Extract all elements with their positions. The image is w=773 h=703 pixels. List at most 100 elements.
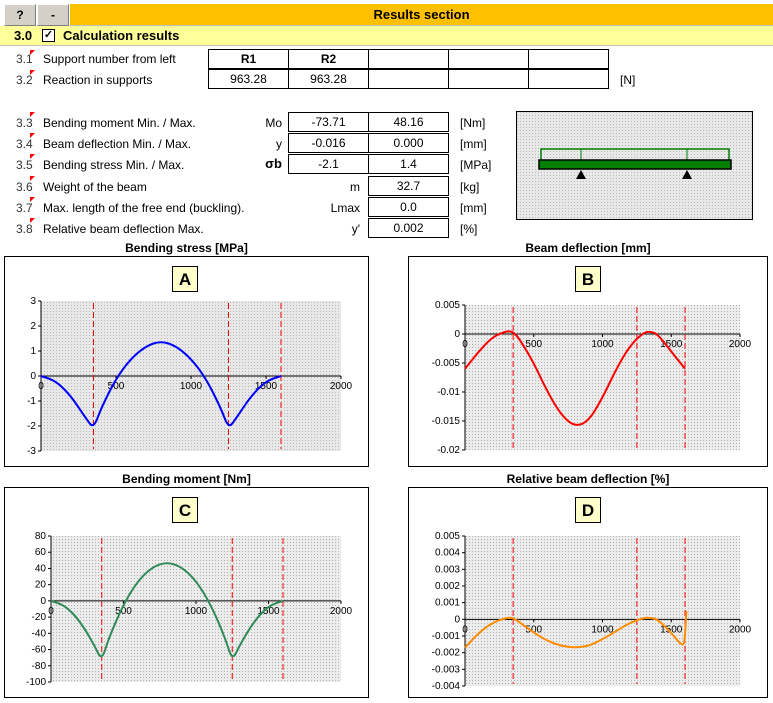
y-tick-label: 1 [30,346,36,357]
x-tick-label: 1000 [180,381,203,392]
row-number: 3.2 [16,73,33,87]
support-number-label: Support number from left [43,52,176,66]
y-tick-label: 2 [30,321,36,332]
row-number: 3.1 [16,52,33,66]
y-tick-label: -0.003 [432,664,461,675]
chart-b-panel: 0.005 0 -0.005 -0.01 -0.015 -0.02 0 500 1000 1500… [408,256,768,467]
x-tick-label: 2000 [330,381,353,392]
y-tick-label: -60 [32,645,47,656]
beam-weight-unit: [kg] [460,180,480,194]
y-tick-label: -40 [32,628,47,639]
reaction-r2-value: 963.28 [288,69,369,89]
comment-marker [30,133,35,138]
y-tick-label: 0 [30,371,36,382]
chart-d-title: Relative beam deflection [%] [506,472,670,486]
section-checkbox[interactable]: ✓ [42,29,55,42]
x-tick-label: 500 [525,339,542,350]
y-tick-label: -0.02 [437,445,460,456]
chart-b-letter: B [575,266,601,292]
x-tick-label: 1000 [591,339,614,350]
y-tick-label: 40 [35,563,47,574]
row-number: 3.4 [16,137,33,151]
y-tick-label: 0.001 [435,598,460,609]
x-tick-label: 500 [525,624,542,635]
y-tick-label: -0.002 [432,648,461,659]
x-tick-label: 0 [462,624,468,635]
x-tick-label: 0 [38,381,44,392]
y-tick-label: 0.005 [435,531,460,542]
relative-deflection-unit: [%] [460,222,478,236]
x-tick-label: 1500 [257,606,280,617]
y-tick-label: -80 [32,661,47,672]
x-tick-label: 1000 [185,606,208,617]
support-r1-icon [576,170,586,179]
moment-series-line [50,562,284,658]
stress-series-line [40,341,282,427]
x-tick-label: 1000 [591,624,614,635]
y-tick-label: 3 [30,296,36,307]
bending-moment-max: 48.16 [368,112,449,132]
row-number: 3.3 [16,116,33,130]
y-tick-label: 0.003 [435,564,460,575]
chart-a-letter: A [172,266,198,292]
row-number: 3.5 [16,158,33,172]
comment-marker [30,112,35,117]
y-tick-label: -100 [26,677,46,688]
y-tick-label: 0 [40,596,46,607]
chart-d-letter: D [575,497,601,523]
reaction-empty-cell [448,69,529,89]
y-tick-label: 60 [35,547,47,558]
y-tick-label: -0.015 [432,416,461,427]
comment-marker [30,176,35,181]
support-r2-icon [682,170,692,179]
plot-area [51,536,341,682]
bending-stress-symbol: σb [265,156,282,171]
row-number: 3.6 [16,180,33,194]
y-tick-label: -0.005 [432,358,461,369]
support-empty-cell [448,49,529,69]
chart-a-panel: 3 2 1 0 -1 -2 -3 0 500 1000 1500 2000 A [4,256,369,467]
beam-weight-symbol: m [350,180,360,194]
y-tick-label: 0 [454,614,460,625]
bending-moment-label: Bending moment Min. / Max. [43,116,196,130]
y-tick-label: -0.001 [432,631,461,642]
beam-deflection-min: -0.016 [288,133,369,153]
row-number: 3.8 [16,222,33,236]
y-tick-label: -3 [27,446,36,457]
free-end-length-unit: [mm] [460,201,487,215]
comment-marker [30,50,35,55]
section-title: Calculation results [63,28,180,43]
deflection-series-line [464,330,686,426]
chart-c-letter: C [172,497,198,523]
beam-weight-value: 32.7 [368,176,449,196]
bending-stress-unit: [MPa] [460,158,492,172]
x-tick-label: 0 [462,339,468,350]
x-tick-label: 500 [115,606,132,617]
reaction-empty-cell [528,69,609,89]
y-tick-label: -0.004 [432,681,461,692]
collapse-button[interactable]: - [37,4,69,26]
relative-deflection-chart: 0.0050.0040.0030.0020.0010-0.001-0.002-0… [432,531,752,692]
free-end-length-symbol: Lmax [330,201,360,215]
y-tick-label: 0 [454,329,460,340]
comment-marker [30,218,35,223]
beam-sketch [517,112,752,219]
y-tick-label: -2 [27,421,36,432]
reaction-r1-value: 963.28 [208,69,289,89]
bending-moment-min: -73.71 [288,112,369,132]
section-row: 3.0 ✓ Calculation results [0,26,773,46]
relative-deflection-label: Relative beam deflection Max. [43,222,204,236]
support-r1-header: R1 [208,49,289,69]
reaction-unit: [N] [620,73,636,87]
help-button[interactable]: ? [4,4,36,26]
y-tick-label: -0.01 [437,387,460,398]
comment-marker [30,197,35,202]
row-number: 3.7 [16,201,33,215]
y-tick-label: 0.005 [435,300,460,311]
y-tick-label: 80 [35,531,47,542]
comment-marker [30,154,35,159]
support-empty-cell [528,49,609,69]
x-tick-label: 2000 [330,606,353,617]
chart-c-title: Bending moment [Nm] [122,472,251,486]
x-tick-label: 2000 [729,624,752,635]
